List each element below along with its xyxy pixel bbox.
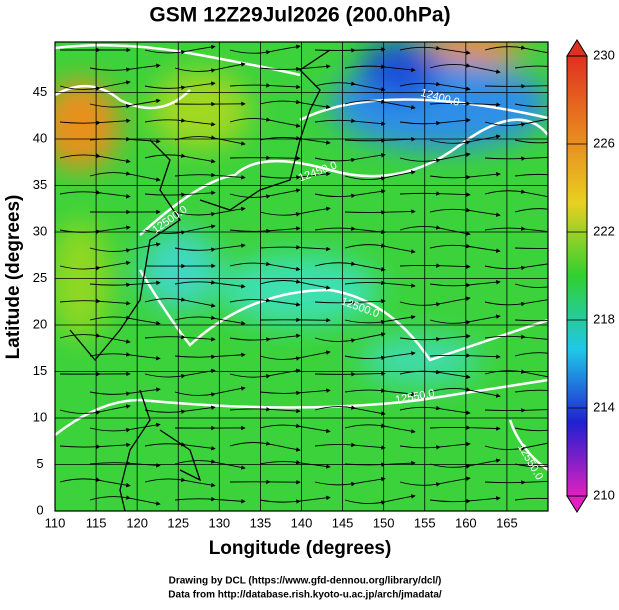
credit: Data from http://database.rish.kyoto-u.a… [168,590,442,601]
colorbar-tick-label: 230 [593,47,615,62]
x-tick-label: 150 [373,515,395,530]
x-tick-label: 160 [455,515,477,530]
colorbar-max-arrow [567,40,587,56]
y-tick-label: 10 [33,409,47,424]
colorbar [567,56,587,496]
x-tick-label: 115 [86,515,107,530]
x-tick-label: 145 [332,515,354,530]
y-tick-label: 45 [33,84,47,99]
y-tick-label: 15 [33,363,47,378]
y-tick-label: 20 [33,316,47,331]
y-tick-label: 30 [33,223,47,238]
x-tick-label: 120 [126,515,148,530]
x-tick-label: 165 [496,515,518,530]
title: GSM 12Z29Jul2026 (200.0hPa) [149,4,450,27]
field [40,25,585,511]
x-tick-label: 130 [208,515,230,530]
y-axis-title: Latitude (degrees) [3,195,24,360]
y-tick-label: 25 [33,270,47,285]
streamline [260,320,330,321]
colorbar-tick-label: 214 [593,399,615,414]
colorbar-tick-label: 218 [593,311,615,326]
x-tick-label: 135 [250,515,272,530]
colorbar-tick-label: 210 [593,487,615,502]
y-tick-label: 0 [36,502,43,517]
x-tick-label: 110 [45,515,66,530]
colorbar-tick-label: 226 [593,135,615,150]
y-tick-label: 35 [33,177,47,192]
colorbar-tick-label: 222 [593,223,615,238]
x-tick-label: 140 [291,515,313,530]
x-tick-label: 125 [167,515,189,530]
y-tick-label: 5 [36,456,43,471]
y-tick-label: 40 [33,130,47,145]
credit: Drawing by DCL (https://www.gfd-dennou.o… [169,576,442,587]
colorbar-min-arrow [567,496,587,512]
x-axis-title: Longitude (degrees) [209,538,392,559]
x-tick-label: 155 [414,515,436,530]
